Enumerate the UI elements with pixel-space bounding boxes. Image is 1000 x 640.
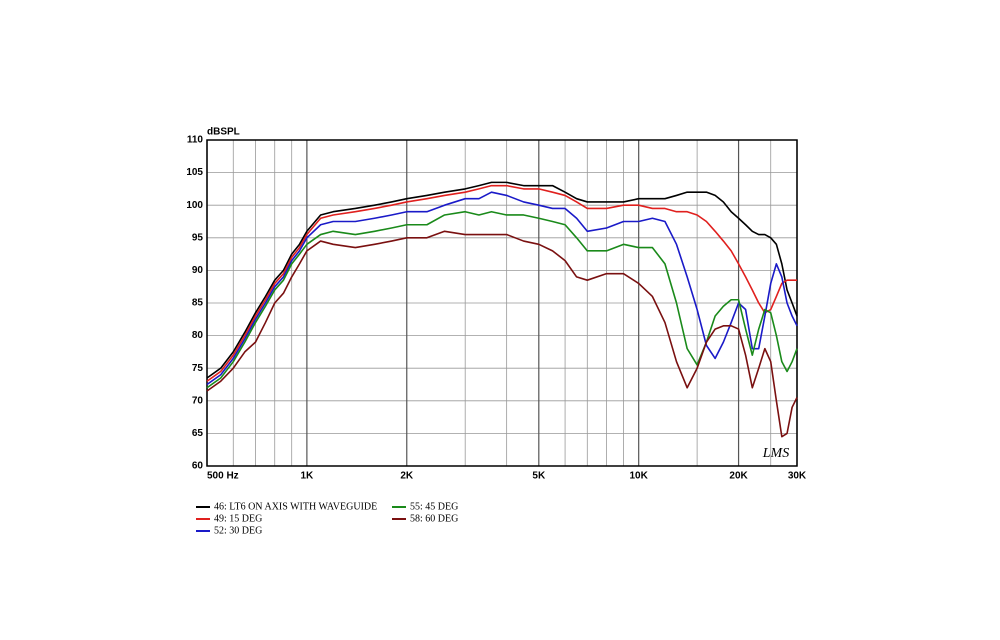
x-tick-label: 2K	[400, 471, 414, 482]
annotation: LMS	[762, 446, 789, 461]
y-tick-label: 100	[186, 200, 203, 211]
legend-label: 49: 15 DEG	[214, 513, 262, 524]
y-tick-label: 110	[187, 135, 204, 146]
x-tick-label: 5K	[532, 471, 546, 482]
series-line	[206, 184, 797, 382]
legend-label: 55: 45 DEG	[410, 501, 458, 512]
y-tick-label: 75	[192, 363, 204, 374]
x-tick-label: 20K	[729, 471, 748, 482]
series-line	[206, 210, 798, 389]
x-tick-label: 30K	[788, 471, 807, 482]
series-line	[206, 181, 798, 379]
y-tick-label: 70	[192, 395, 204, 406]
y-tick-label: 90	[192, 265, 204, 276]
y-tick-label: 95	[192, 232, 204, 243]
x-tick-label: 1K	[300, 471, 314, 482]
x-tick-label: 500 Hz	[207, 471, 239, 482]
y-tick-label: 60	[192, 461, 204, 472]
plot-frame	[206, 139, 798, 467]
series-line	[206, 191, 798, 386]
y-tick-label: 80	[192, 330, 204, 341]
series-line	[206, 230, 798, 438]
x-tick-label: 10K	[630, 471, 649, 482]
y-tick-label: 65	[192, 428, 204, 439]
legend-label: 46: LT6 ON AXIS WITH WAVEGUIDE	[214, 501, 377, 512]
y-tick-label: 85	[192, 298, 204, 309]
y-axis-label: dBSPL	[207, 127, 240, 138]
legend-label: 58: 60 DEG	[410, 513, 458, 524]
y-tick-label: 105	[186, 167, 203, 178]
legend-label: 52: 30 DEG	[214, 525, 262, 536]
